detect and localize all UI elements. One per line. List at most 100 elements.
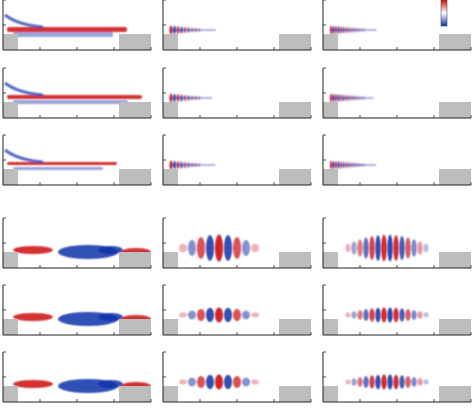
shear-layer	[331, 164, 377, 166]
upstream-wall	[163, 102, 178, 118]
vorticity-field	[345, 234, 429, 262]
wave-vortex	[405, 376, 411, 388]
panel-axes	[162, 134, 312, 186]
upstream-wall	[3, 386, 18, 402]
upstream-wall	[323, 319, 338, 335]
wave-vortex	[393, 235, 399, 261]
downstream-wall	[439, 169, 471, 185]
wave-vortex	[178, 312, 188, 318]
wave-vortex	[250, 243, 260, 253]
wave-vortex	[369, 308, 375, 322]
wave-vortex	[381, 374, 387, 390]
wave-vortex	[363, 237, 369, 259]
upstream-wall	[163, 252, 178, 268]
wave-vortex	[187, 240, 197, 256]
positive-streak	[7, 95, 142, 99]
large-vortex	[98, 246, 123, 254]
vorticity-field	[4, 148, 117, 170]
upstream-wall	[163, 169, 178, 185]
upstream-wall	[3, 252, 18, 268]
wave-vortex	[241, 310, 251, 320]
wave-vortex	[214, 374, 224, 390]
wave-vortex	[351, 311, 357, 319]
negative-streak	[13, 100, 128, 104]
wave-vortex	[232, 308, 242, 322]
panel-axes	[2, 284, 152, 336]
panel-r4-c0	[2, 284, 152, 336]
panel-r4-c2	[322, 284, 472, 336]
wave-vortex	[205, 235, 215, 261]
downstream-wall	[439, 252, 471, 268]
panel-r0-c0	[2, 0, 152, 51]
wave-vortex	[232, 237, 242, 259]
upstream-wall	[323, 102, 338, 118]
panel-r1-c2	[322, 67, 472, 119]
wave-vortex	[241, 240, 251, 256]
upstream-wall	[163, 386, 178, 402]
wave-vortex	[351, 378, 357, 386]
panel-axes	[322, 217, 472, 269]
wave-vortex	[196, 237, 206, 259]
wave-vortex	[223, 307, 233, 323]
upstream-wall	[323, 34, 338, 50]
inflow-curl	[4, 148, 44, 164]
upstream-wall	[3, 34, 18, 50]
wave-vortex	[178, 243, 188, 253]
wave-vortex	[345, 312, 351, 318]
vorticity-field	[13, 245, 151, 259]
wave-vortex	[214, 307, 224, 323]
panel-axes	[162, 67, 312, 119]
downstream-wall	[439, 34, 471, 50]
panel-r5-c1	[162, 351, 312, 403]
wave-vortex	[205, 307, 215, 323]
vorticity-field	[4, 13, 127, 37]
downstream-wall	[439, 319, 471, 335]
wave-vortex	[423, 312, 429, 318]
vorticity-field	[169, 25, 216, 35]
upstream-wall	[323, 252, 338, 268]
wave-vortex	[411, 239, 417, 257]
wave-vortex	[405, 309, 411, 321]
vorticity-field	[13, 312, 151, 326]
wave-vortex	[387, 374, 393, 390]
downstream-wall	[279, 319, 311, 335]
panel-axes	[162, 351, 312, 403]
downstream-wall	[279, 34, 311, 50]
downstream-wall	[119, 319, 151, 335]
wave-vortex	[405, 237, 411, 259]
panel-axes	[322, 67, 472, 119]
panel-r2-c0	[2, 134, 152, 186]
wave-vortex	[393, 307, 399, 323]
panel-axes	[2, 67, 152, 119]
downstream-wall	[119, 386, 151, 402]
wave-vortex	[250, 379, 260, 385]
wave-vortex	[196, 308, 206, 322]
vorticity-field	[329, 25, 377, 35]
wave-vortex	[369, 375, 375, 389]
wave-vortex	[423, 379, 429, 385]
colorbar	[440, 0, 448, 27]
large-vortex	[98, 313, 123, 321]
downstream-wall	[119, 252, 151, 268]
wave-vortex	[357, 239, 363, 257]
vorticity-field	[4, 81, 142, 104]
panel-axes	[322, 0, 472, 51]
panel-axes	[162, 217, 312, 269]
wave-vortex	[214, 234, 224, 262]
panel-axes	[2, 217, 152, 269]
shear-layer	[171, 29, 216, 31]
downstream-wall	[439, 102, 471, 118]
panel-axes	[2, 134, 152, 186]
panel-axes	[2, 351, 152, 403]
wave-vortex	[399, 236, 405, 260]
panel-r1-c0	[2, 67, 152, 119]
vorticity-field	[178, 307, 260, 323]
upstream-wall	[163, 34, 178, 50]
negative-streak	[13, 167, 103, 170]
vorticity-field	[178, 234, 260, 262]
downstream-wall	[119, 34, 151, 50]
wave-vortex	[375, 235, 381, 261]
wave-vortex	[196, 375, 206, 389]
positive-streak	[7, 162, 117, 165]
